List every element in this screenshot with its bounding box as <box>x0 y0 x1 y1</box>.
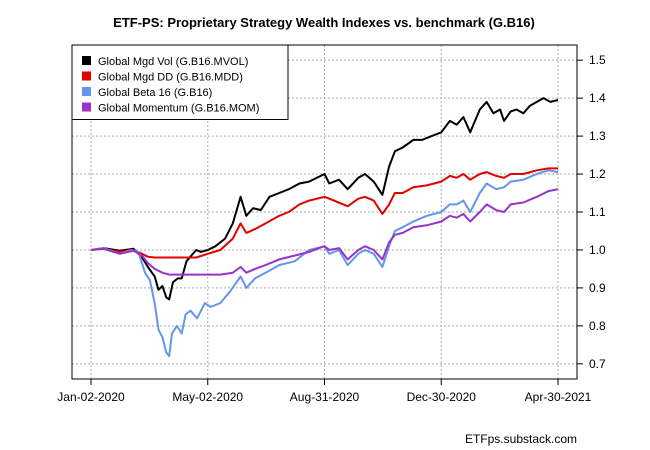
series-line <box>90 188 559 276</box>
legend-swatch <box>82 56 91 65</box>
x-tick-label: Apr-30-2021 <box>525 390 592 404</box>
y-tick-label: 1.5 <box>589 53 606 67</box>
y-tick-label: 1.1 <box>589 205 606 219</box>
legend: Global Mgd Vol (G.B16.MVOL) Global Mgd DD… <box>71 44 289 120</box>
legend-swatch <box>82 87 91 96</box>
series-line <box>90 169 559 358</box>
x-axis: Jan-02-2020 May-02-2020 Aug-31-2020 Dec-30-… <box>57 378 592 404</box>
y-tick-label: 1.0 <box>589 243 606 257</box>
series-line <box>90 97 559 301</box>
legend-label: Global Beta 16 (G.B16) <box>98 87 212 99</box>
legend-label: Global Momentum (G.B16.MOM) <box>98 103 259 115</box>
legend-swatch <box>82 102 91 112</box>
x-tick-label: Dec-30-2020 <box>407 390 477 404</box>
legend-label: Global Mgd DD (G.B16.MDD) <box>98 72 243 84</box>
series-line <box>90 167 558 259</box>
x-tick-label: Aug-31-2020 <box>290 390 360 404</box>
series-lines <box>90 97 559 358</box>
y-tick-label: 0.8 <box>589 319 606 333</box>
y-tick-label: 0.9 <box>589 281 606 295</box>
y-tick-label: 0.7 <box>589 357 606 371</box>
y-tick-label: 1.3 <box>589 129 606 143</box>
source-credit: ETFps.substack.com <box>465 432 577 446</box>
chart-title: ETF-PS: Proprietary Strategy Wealth Inde… <box>113 15 535 30</box>
legend-swatch <box>82 71 91 81</box>
x-tick-label: Jan-02-2020 <box>57 390 125 404</box>
y-axis: 0.7 0.8 0.9 1.0 1.1 1.2 1.3 1.4 1.5 <box>577 53 606 371</box>
y-tick-label: 1.2 <box>589 167 606 181</box>
legend-box <box>71 44 289 120</box>
y-tick-label: 1.4 <box>589 91 606 105</box>
legend-label: Global Mgd Vol (G.B16.MVOL) <box>98 56 248 68</box>
x-tick-label: May-02-2020 <box>172 390 243 404</box>
